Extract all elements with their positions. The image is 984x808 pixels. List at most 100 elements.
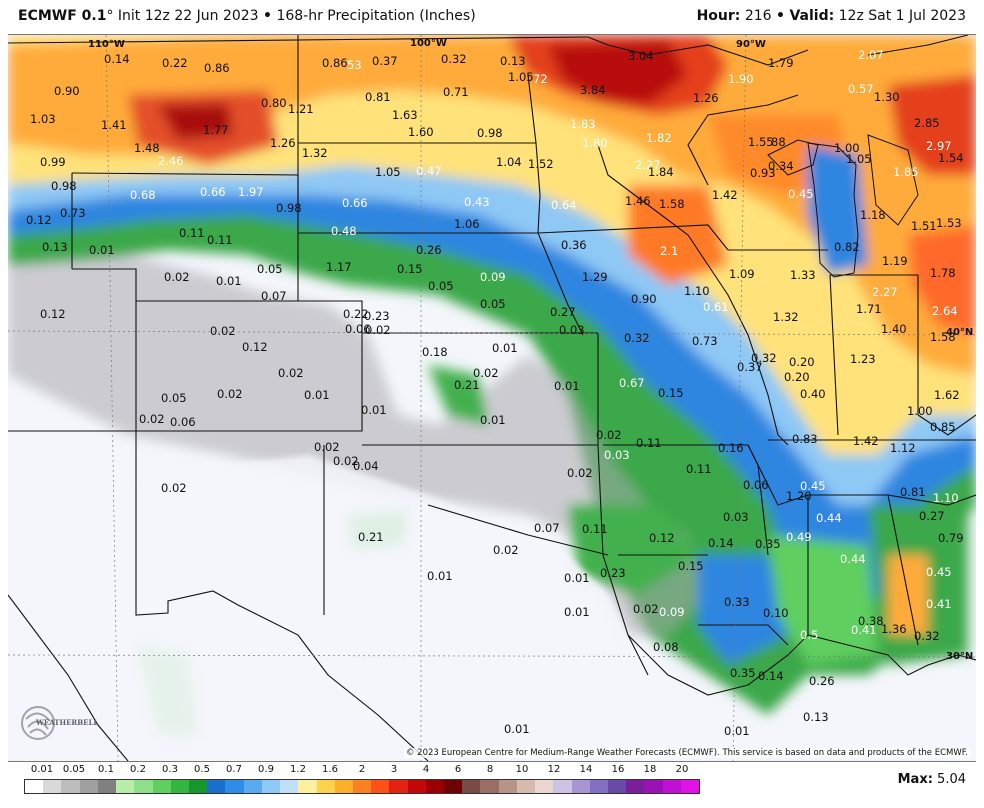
precip-value: 0.14 <box>758 669 784 683</box>
precip-value: 0.10 <box>763 606 789 620</box>
precip-value: 88 <box>771 135 786 149</box>
precip-value: 0.66 <box>200 185 226 199</box>
hour-label: Hour: <box>696 8 741 24</box>
precip-value: 0.01 <box>564 571 590 585</box>
precip-value: 0.41 <box>926 597 952 611</box>
precip-value: 2.64 <box>932 304 958 318</box>
precip-value: 0.37 <box>372 54 398 68</box>
precip-value: 0.21 <box>358 530 384 544</box>
copyright-notice: © 2023 European Centre for Medium-Range … <box>403 748 970 758</box>
legend-swatch <box>553 780 572 793</box>
legend-swatch <box>371 780 390 793</box>
precip-value: 53 <box>347 58 362 72</box>
precip-value: 0.02 <box>314 440 340 454</box>
precip-value: 1.10 <box>933 491 959 505</box>
legend-swatch <box>462 780 481 793</box>
precip-value: 1.26 <box>693 91 719 105</box>
precip-value: 0.81 <box>365 90 391 104</box>
legend-swatch <box>170 780 189 793</box>
legend-swatch <box>116 780 135 793</box>
legend-swatch <box>644 780 663 793</box>
precip-value: 0.11 <box>582 522 608 536</box>
precip-value: 1.40 <box>881 322 907 336</box>
legend-label: 14 <box>579 764 593 775</box>
precip-value: 0.12 <box>26 213 52 227</box>
precip-value: 0.43 <box>464 195 490 209</box>
legend-label: 1.6 <box>322 764 338 775</box>
precip-value: 0.03 <box>723 510 749 524</box>
precip-value: 1.42 <box>853 434 879 448</box>
precip-value: 0.01 <box>427 569 453 583</box>
precip-value: 1.18 <box>860 208 886 222</box>
precip-value: 0.09 <box>480 270 506 284</box>
init-time: Init 12z 22 Jun 2023 <box>117 8 259 24</box>
title-bullet: • <box>263 8 272 24</box>
legend-label: 18 <box>643 764 657 775</box>
precipitation-field <box>8 35 976 761</box>
legend-swatch <box>25 780 44 793</box>
legend-label: 0.7 <box>226 764 242 775</box>
precip-value: 0.5 <box>800 628 819 642</box>
weatherbell-logo: WEATHERBELL <box>16 699 108 743</box>
precip-value: 0.73 <box>60 206 86 220</box>
precip-value: 0.01 <box>492 341 518 355</box>
degree-symbol: ° <box>106 8 114 24</box>
precip-value: 0.85 <box>930 420 956 434</box>
precip-value: 0.20 <box>784 370 810 384</box>
legend-swatch <box>43 780 62 793</box>
precip-value: 1.17 <box>326 260 352 274</box>
valid-time-header: Hour: 216 • Valid: 12z Sat 1 Jul 2023 <box>697 8 966 24</box>
precip-value: 0.08 <box>653 640 679 654</box>
precip-value: 1.00 <box>834 141 860 155</box>
legend-swatch <box>480 780 499 793</box>
precip-value: 0.26 <box>809 674 835 688</box>
legend-label: 0.9 <box>258 764 274 775</box>
precip-value: 0.90 <box>631 292 657 306</box>
precip-value: 0.01 <box>554 379 580 393</box>
precip-value: 0.04 <box>353 459 379 473</box>
precip-value: 1.83 <box>570 117 596 131</box>
precip-value: 1.03 <box>30 112 56 126</box>
legend-swatch <box>298 780 317 793</box>
precip-value: 0.02 <box>210 324 236 338</box>
precip-value: 0.06 <box>170 415 196 429</box>
precip-value: 2.07 <box>858 48 884 62</box>
precip-value: 0.98 <box>51 179 77 193</box>
precip-value: 2.46 <box>158 154 184 168</box>
precip-value: 0.01 <box>724 724 750 738</box>
precip-value: 0.27 <box>550 305 576 319</box>
graticule-label: 30°N <box>946 651 974 662</box>
precip-value: 1.12 <box>890 441 916 455</box>
legend-swatch <box>680 780 700 793</box>
hour-value: 216 <box>744 8 772 24</box>
legend-label: 4 <box>422 764 430 775</box>
precip-value: 0.06 <box>345 322 371 336</box>
precip-value: 0.47 <box>416 164 442 178</box>
precip-value: 0.11 <box>686 462 712 476</box>
legend-label: 0.05 <box>62 764 86 775</box>
legend-label: 20 <box>675 764 689 775</box>
precip-value: 0.32 <box>624 331 650 345</box>
precip-value: 0.35 <box>755 537 781 551</box>
precip-value: 0.02 <box>139 412 165 426</box>
precip-value: 0.66 <box>342 196 368 210</box>
precip-value: 0.02 <box>567 466 593 480</box>
precip-value: 1.41 <box>101 118 127 132</box>
precip-value: 0.01 <box>361 403 387 417</box>
precip-value: 1.71 <box>856 302 882 316</box>
precip-value: 0.07 <box>261 289 287 303</box>
precip-value: 0.44 <box>816 511 842 525</box>
precip-value: 1.06 <box>454 217 480 231</box>
precip-value: 1.62 <box>934 388 960 402</box>
precip-value: 0.13 <box>42 240 68 254</box>
legend-swatch <box>662 780 681 793</box>
precip-value: 0.99 <box>40 155 66 169</box>
precip-value: 0.32 <box>914 629 940 643</box>
precip-value: 3.04 <box>628 49 654 63</box>
graticule-label: 40°N <box>946 327 974 338</box>
precip-value: 0.12 <box>40 307 66 321</box>
precip-value: 2.27 <box>872 285 898 299</box>
legend-label: 8 <box>486 764 494 775</box>
legend-swatch <box>535 780 554 793</box>
precip-value: 1.97 <box>238 185 264 199</box>
